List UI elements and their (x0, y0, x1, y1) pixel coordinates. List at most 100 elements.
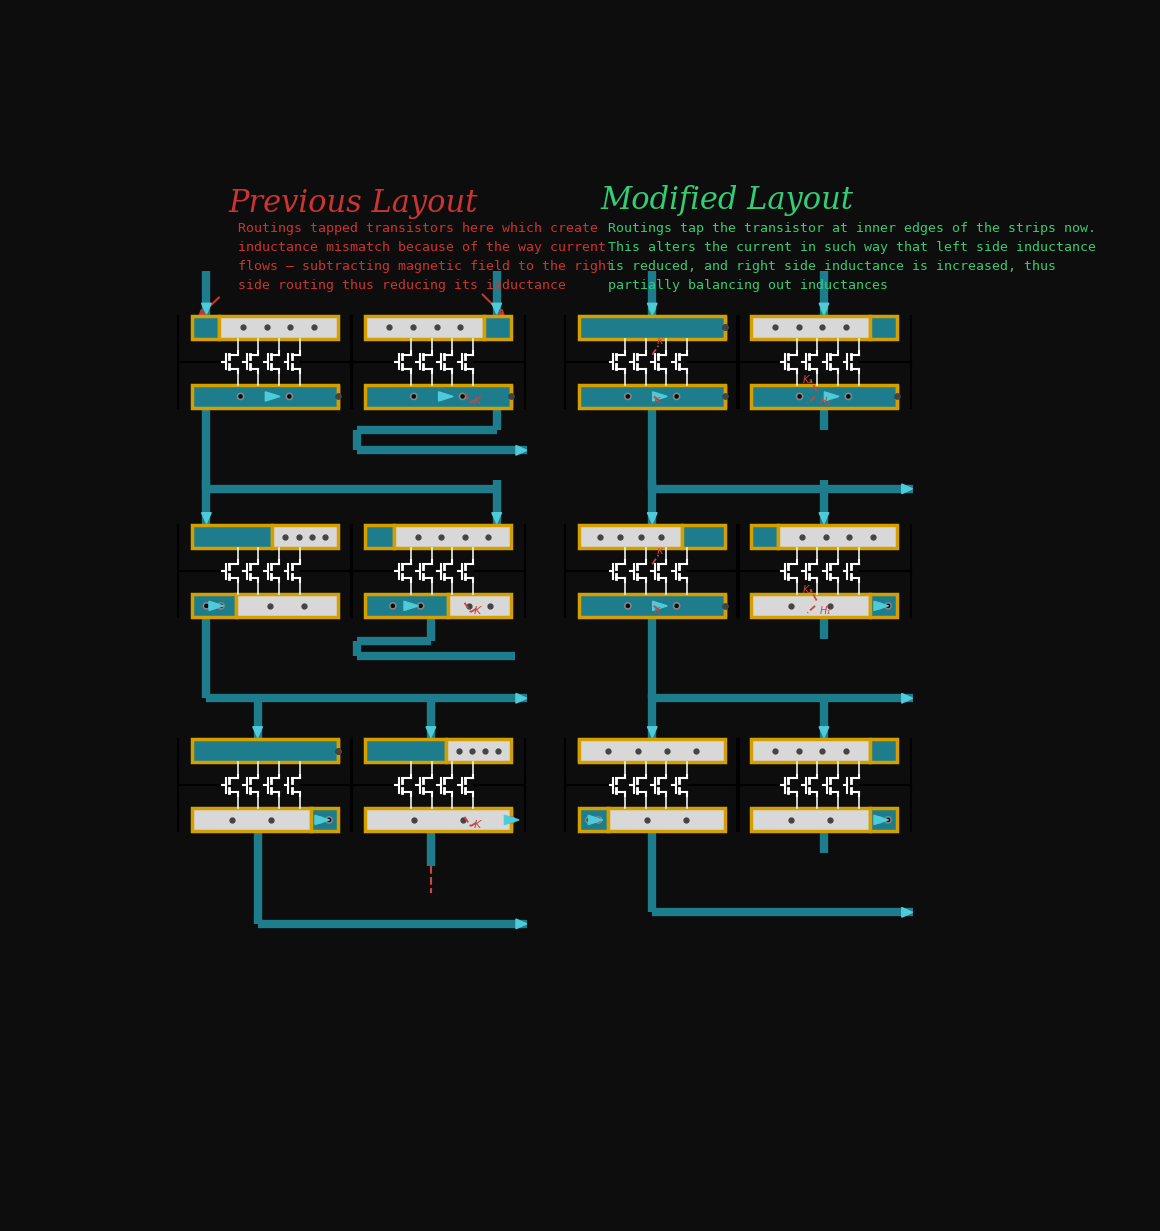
Circle shape (885, 817, 891, 824)
Bar (579, 315, 725, 339)
Polygon shape (901, 693, 913, 703)
Bar (778, 524, 897, 548)
Polygon shape (266, 391, 280, 401)
Circle shape (317, 817, 324, 824)
Bar (751, 809, 870, 831)
Circle shape (411, 394, 416, 400)
Bar (608, 809, 725, 831)
Circle shape (203, 603, 210, 609)
Polygon shape (653, 391, 667, 401)
Polygon shape (202, 303, 211, 314)
Bar (682, 524, 725, 548)
Bar (235, 595, 338, 618)
Circle shape (508, 817, 514, 824)
Circle shape (238, 394, 244, 400)
Polygon shape (426, 726, 436, 737)
Text: κ: κ (654, 395, 660, 405)
Bar (870, 809, 897, 831)
Polygon shape (209, 601, 224, 611)
Bar (273, 524, 338, 548)
Polygon shape (505, 815, 519, 825)
Polygon shape (492, 303, 501, 314)
Circle shape (885, 603, 891, 609)
Bar (579, 809, 608, 831)
Circle shape (846, 394, 851, 400)
Bar (365, 739, 445, 762)
Bar (365, 809, 512, 831)
Text: Routings tapped transistors here which create
inductance mismatch because of the: Routings tapped transistors here which c… (238, 222, 614, 292)
Text: Routings tap the transistor at inner edges of the strips now.
This alters the cu: Routings tap the transistor at inner edg… (608, 222, 1095, 292)
Polygon shape (492, 512, 501, 523)
Circle shape (459, 394, 465, 400)
Polygon shape (819, 726, 828, 737)
Bar (191, 595, 235, 618)
Bar (751, 524, 778, 548)
Bar (191, 524, 273, 548)
Bar (870, 739, 897, 762)
Text: Modified Layout: Modified Layout (601, 185, 854, 215)
Bar (365, 595, 449, 618)
Polygon shape (588, 815, 603, 825)
Bar (365, 315, 484, 339)
Polygon shape (516, 693, 527, 703)
Bar (484, 315, 512, 339)
Circle shape (625, 394, 631, 400)
Circle shape (218, 603, 224, 609)
Bar (579, 524, 682, 548)
Circle shape (508, 817, 514, 824)
Bar (365, 524, 394, 548)
Bar (579, 385, 725, 407)
Circle shape (674, 603, 680, 609)
Polygon shape (647, 303, 657, 314)
Polygon shape (901, 907, 913, 917)
Circle shape (326, 817, 332, 824)
Bar (449, 595, 512, 618)
Circle shape (625, 603, 631, 609)
Bar (191, 385, 338, 407)
Bar (191, 315, 219, 339)
Circle shape (876, 603, 882, 609)
Text: K: K (473, 396, 481, 406)
Bar (311, 809, 338, 831)
Bar (751, 739, 870, 762)
Polygon shape (873, 815, 889, 825)
Circle shape (595, 817, 602, 824)
Bar (219, 315, 338, 339)
Polygon shape (516, 920, 527, 928)
Circle shape (797, 394, 803, 400)
Bar (870, 315, 897, 339)
Text: H₁: H₁ (820, 606, 831, 616)
Circle shape (586, 817, 592, 824)
Polygon shape (404, 601, 419, 611)
Bar (365, 385, 512, 407)
Polygon shape (819, 512, 828, 523)
Text: κ: κ (654, 604, 660, 614)
Bar (445, 739, 512, 762)
Polygon shape (647, 726, 657, 737)
Circle shape (390, 603, 396, 609)
Bar (579, 595, 725, 618)
Circle shape (287, 394, 292, 400)
Bar (579, 739, 725, 762)
Polygon shape (653, 601, 667, 611)
Bar (191, 739, 338, 762)
Text: κ: κ (657, 336, 662, 346)
Polygon shape (647, 512, 657, 523)
Polygon shape (314, 815, 329, 825)
Circle shape (418, 603, 423, 609)
Polygon shape (873, 601, 889, 611)
Polygon shape (819, 303, 828, 314)
Text: κ: κ (657, 545, 662, 555)
Polygon shape (202, 512, 211, 523)
Bar (751, 595, 870, 618)
Bar (870, 595, 897, 618)
Text: H₁: H₁ (820, 396, 831, 406)
Bar (191, 809, 311, 831)
Bar (751, 385, 897, 407)
Bar (394, 524, 512, 548)
Polygon shape (901, 484, 913, 494)
Text: K: K (473, 606, 481, 616)
Text: K₂: K₂ (803, 585, 813, 595)
Circle shape (876, 817, 882, 824)
Text: K₂: K₂ (803, 375, 813, 385)
